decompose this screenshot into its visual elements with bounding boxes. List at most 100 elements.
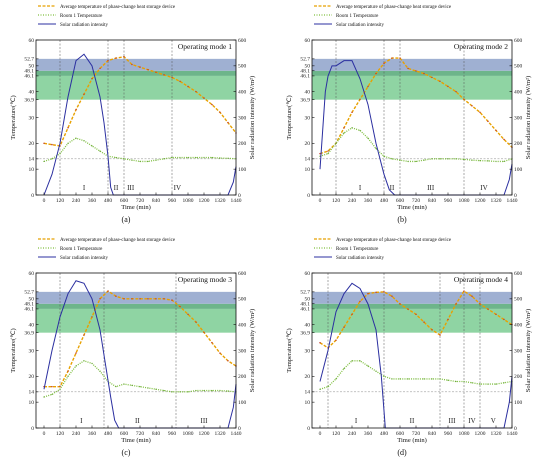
room-point <box>431 378 433 380</box>
y2-tick-label: 100 <box>238 400 247 406</box>
x-axis-label: Time (min) <box>397 204 427 211</box>
device-point <box>83 334 85 336</box>
room-point <box>131 159 133 161</box>
subfigure-label: (c) <box>122 448 131 457</box>
x-tick-label: 360 <box>364 198 373 204</box>
device-point <box>219 111 221 114</box>
x-tick-label: 1440 <box>507 198 518 204</box>
y2-tick-label: 500 <box>238 64 247 70</box>
phase-label: II <box>114 184 119 192</box>
x-tick-label: 720 <box>136 431 145 437</box>
room-point <box>59 153 61 155</box>
device-point <box>439 334 441 336</box>
room-point <box>367 365 369 367</box>
device-point <box>187 85 189 88</box>
phase-label: II <box>390 184 395 192</box>
device-point <box>227 360 229 362</box>
device-point <box>415 70 417 72</box>
y-tick-label: 46.1 <box>24 307 34 313</box>
room-point <box>155 159 157 161</box>
series-room-line <box>319 360 513 390</box>
band-3 <box>312 291 512 304</box>
y-tick-label: 52.7 <box>24 290 34 296</box>
x-tick-label: 360 <box>364 431 373 437</box>
room-point <box>75 365 77 367</box>
device-point <box>67 127 69 129</box>
y2-tick-label: 200 <box>238 374 247 380</box>
x-tick-label: 1440 <box>507 431 518 437</box>
y-tick-label: 30 <box>29 348 35 354</box>
room-point <box>479 160 481 162</box>
x-tick-label: 240 <box>72 198 81 204</box>
room-point <box>115 156 117 159</box>
room-point <box>463 380 465 383</box>
room-point <box>415 160 417 163</box>
room-point <box>51 158 53 160</box>
room-point <box>375 370 377 372</box>
subfigure-label: (a) <box>122 215 131 224</box>
room-point <box>179 391 181 393</box>
room-point <box>211 389 213 392</box>
y2-tick-label: 500 <box>514 297 523 303</box>
room-point <box>51 393 53 396</box>
device-point <box>335 339 337 341</box>
y2-tick-label: 200 <box>514 141 523 147</box>
device-point <box>447 318 449 321</box>
y-tick-label: 20 <box>305 141 311 147</box>
band-1 <box>312 308 512 333</box>
room-point <box>147 387 149 389</box>
y-tick-label: 52.7 <box>300 57 310 63</box>
device-point <box>75 352 77 354</box>
x-tick-label: 360 <box>88 431 97 437</box>
x-tick-label: 0 <box>43 198 46 204</box>
device-point <box>195 90 197 93</box>
x-tick-label: 120 <box>332 198 341 204</box>
room-point <box>43 396 45 398</box>
legend-solar-label: Solar radiation intensity <box>336 256 385 261</box>
device-point <box>319 342 321 344</box>
x-tick-label: 240 <box>72 431 81 437</box>
room-point <box>227 390 229 392</box>
x-tick-label: 600 <box>396 198 405 204</box>
x-tick-label: 480 <box>104 198 113 204</box>
room-point <box>391 378 393 380</box>
room-point <box>495 383 497 385</box>
y-tick-label: 20 <box>29 374 35 380</box>
room-point <box>343 367 345 370</box>
y-tick-label: 30 <box>305 348 311 354</box>
room-point <box>99 150 101 152</box>
device-point <box>439 80 441 83</box>
y-tick-label: 48.1 <box>300 69 310 75</box>
room-point <box>407 378 409 380</box>
device-point <box>495 129 497 132</box>
room-point <box>439 158 441 160</box>
device-point <box>155 71 157 73</box>
device-point <box>99 67 101 70</box>
x-axis-label: Time (min) <box>121 437 151 444</box>
y-tick-label: 48.1 <box>24 69 34 75</box>
room-point <box>439 378 441 380</box>
x-tick-label: 1440 <box>231 431 242 437</box>
device-point <box>471 105 473 107</box>
y-tick-label: 60 <box>29 38 35 44</box>
legend: Average temperature of phase-change heat… <box>38 5 176 28</box>
room-point <box>375 147 377 150</box>
y2-tick-label: 400 <box>238 89 247 95</box>
room-point <box>155 388 157 390</box>
x-tick-label: 1440 <box>231 198 242 204</box>
chart-title: Operating mode 4 <box>454 275 508 284</box>
room-point <box>471 159 473 161</box>
legend-room-label: Room 1 Temperature <box>60 247 103 252</box>
device-point <box>115 57 117 59</box>
x-tick-label: 1200 <box>475 198 486 204</box>
room-point <box>383 375 385 377</box>
room-point <box>399 159 401 161</box>
device-point <box>91 316 93 318</box>
y-tick-label: 40 <box>305 322 311 328</box>
series-room-points <box>43 137 237 163</box>
room-point <box>343 132 345 134</box>
y2-axis-label: Solar radiation intensity (W/m²) <box>525 76 532 159</box>
device-point <box>131 63 133 66</box>
device-point <box>375 291 377 294</box>
x-tick-label: 1080 <box>183 431 194 437</box>
